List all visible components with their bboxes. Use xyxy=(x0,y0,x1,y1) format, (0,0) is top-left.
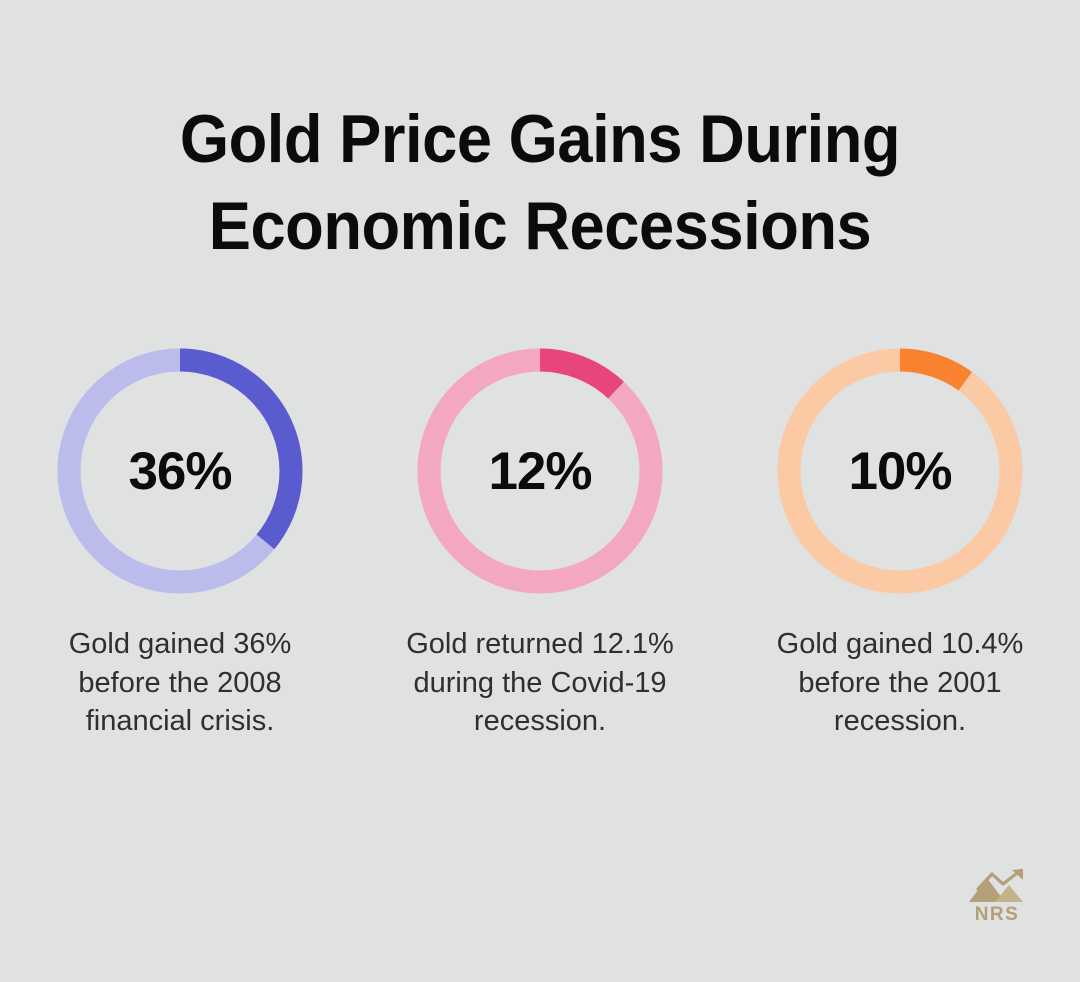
donut-card-row: 36% Gold gained 36% before the 2008 fina… xyxy=(0,345,1080,741)
page-title: Gold Price Gains During Economic Recessi… xyxy=(38,96,1042,270)
caption-line-2: during the Covid-19 xyxy=(413,666,667,699)
mountain-arrow-icon xyxy=(969,869,1023,902)
donut-card-covid19: 12% Gold returned 12.1% during the Covid… xyxy=(360,345,720,741)
caption-line-2: before the 2008 xyxy=(78,666,282,699)
caption-line-3: recession. xyxy=(473,705,607,738)
donut-value-2001: 10% xyxy=(848,441,952,501)
donut-value-covid19: 12% xyxy=(488,441,592,501)
donut-caption-covid19: Gold returned 12.1% during the Covid-19 … xyxy=(395,625,685,741)
page-title-line-1: Gold Price Gains During xyxy=(179,101,901,177)
donut-chart-2001: 10% xyxy=(774,345,1026,597)
donut-caption-2008: Gold gained 36% before the 2008 financia… xyxy=(35,625,325,741)
donut-arc-covid19 xyxy=(417,348,663,594)
donut-svg-covid19 xyxy=(417,348,663,594)
caption-line-1: Gold returned 12.1% xyxy=(406,628,674,660)
donut-chart-2008: 36% xyxy=(54,345,306,597)
caption-line-2: before the 2001 xyxy=(798,666,1002,699)
donut-arc-2001 xyxy=(777,348,1023,594)
caption-line-3: financial crisis. xyxy=(85,705,275,738)
caption-line-1: Gold gained 36% xyxy=(68,628,292,660)
donut-svg-2008 xyxy=(57,348,303,594)
donut-arc-2008 xyxy=(57,348,303,594)
nrs-logo-text: NRS xyxy=(974,904,1020,925)
page-title-line-2: Economic Recessions xyxy=(208,188,872,265)
donut-value-2008: 36% xyxy=(128,441,232,501)
nrs-logo: NRS xyxy=(960,868,1034,924)
caption-line-3: recession. xyxy=(833,705,967,738)
donut-card-2008: 36% Gold gained 36% before the 2008 fina… xyxy=(0,345,360,741)
donut-card-2001: 10% Gold gained 10.4% before the 2001 re… xyxy=(720,345,1080,741)
caption-line-1: Gold gained 10.4% xyxy=(776,628,1024,660)
donut-caption-2001: Gold gained 10.4% before the 2001 recess… xyxy=(755,625,1045,741)
donut-svg-2001 xyxy=(777,348,1023,594)
donut-chart-covid19: 12% xyxy=(414,345,666,597)
